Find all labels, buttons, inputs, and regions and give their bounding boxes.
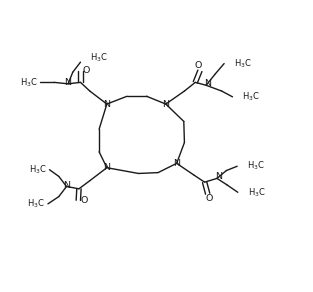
Text: H$_3$C: H$_3$C [28, 164, 46, 176]
Text: H$_3$C: H$_3$C [27, 198, 45, 210]
Text: O: O [206, 194, 213, 203]
Text: H$_3$C: H$_3$C [243, 91, 260, 103]
Text: N: N [162, 100, 169, 109]
Text: N: N [103, 163, 110, 172]
Text: O: O [195, 61, 202, 70]
Text: H$_3$C: H$_3$C [90, 51, 108, 64]
Text: N: N [103, 100, 110, 109]
Text: N: N [64, 78, 72, 87]
Text: H$_3$C: H$_3$C [20, 76, 38, 88]
Text: H$_3$C: H$_3$C [234, 57, 252, 70]
Text: O: O [80, 196, 88, 205]
Text: N: N [215, 173, 222, 181]
Text: N: N [204, 79, 211, 88]
Text: N: N [63, 180, 70, 190]
Text: H$_3$C: H$_3$C [248, 186, 265, 199]
Text: O: O [82, 66, 90, 75]
Text: N: N [173, 159, 180, 168]
Text: H$_3$C: H$_3$C [247, 160, 265, 173]
